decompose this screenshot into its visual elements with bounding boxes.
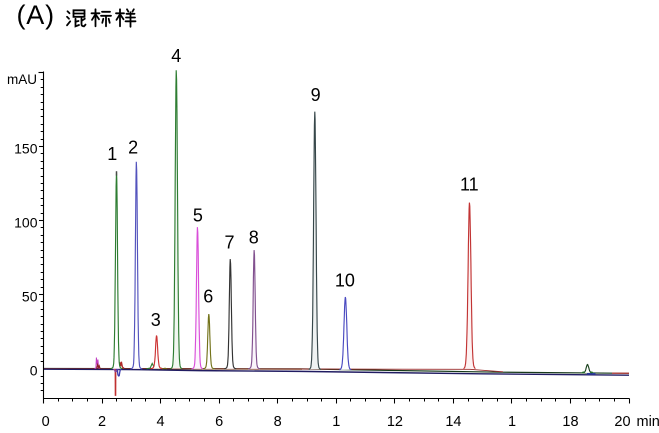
svg-text:10: 10: [335, 271, 355, 291]
svg-text:0: 0: [42, 414, 50, 428]
svg-text:1: 1: [107, 144, 117, 164]
svg-text:14: 14: [445, 414, 461, 428]
svg-text:50: 50: [22, 289, 38, 305]
svg-text:7: 7: [224, 233, 234, 253]
svg-text:8: 8: [249, 228, 259, 248]
svg-text:4: 4: [171, 46, 181, 66]
svg-text:4: 4: [157, 414, 165, 428]
svg-text:0: 0: [30, 363, 38, 379]
svg-text:5: 5: [193, 206, 203, 226]
svg-text:12: 12: [387, 414, 403, 428]
svg-text:3: 3: [151, 310, 161, 330]
svg-text:6: 6: [215, 414, 223, 428]
svg-text:(A): (A): [17, 0, 55, 30]
svg-text:6: 6: [203, 287, 213, 307]
svg-text:1: 1: [508, 414, 516, 428]
svg-text:100: 100: [14, 215, 38, 231]
svg-text:2: 2: [128, 138, 138, 158]
svg-text:1: 1: [332, 414, 340, 428]
svg-text:2: 2: [98, 414, 106, 428]
svg-text:150: 150: [14, 141, 38, 157]
svg-text:min: min: [637, 414, 659, 428]
svg-text:11: 11: [460, 175, 479, 195]
svg-text:mAU: mAU: [7, 72, 37, 87]
svg-text:8: 8: [274, 414, 282, 428]
svg-text:18: 18: [562, 414, 578, 428]
svg-text:9: 9: [311, 85, 321, 105]
svg-text:20: 20: [614, 414, 630, 428]
